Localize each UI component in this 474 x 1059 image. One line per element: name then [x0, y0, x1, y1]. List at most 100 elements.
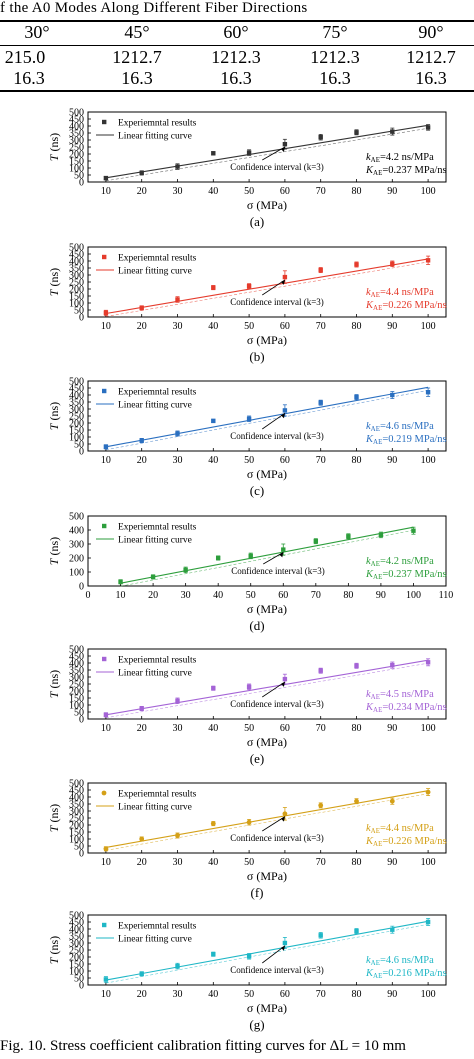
x-tick-label: 60 [280, 455, 290, 466]
confidence-line [105, 261, 429, 317]
y-tick-label: 450 [69, 115, 84, 126]
data-point [425, 919, 431, 925]
data-point [390, 261, 395, 266]
k-coefficient: kAE=4.2 ns/MPa [366, 152, 434, 164]
table-cell: 16.3 [415, 68, 447, 88]
x-tick-label: 40 [208, 857, 218, 868]
data-point [139, 170, 144, 176]
data-point [211, 285, 216, 290]
x-tick-label: 20 [137, 321, 147, 332]
table-cell: 215.0 [4, 47, 46, 67]
panel-label: (g) [249, 1017, 264, 1032]
x-tick-label: 30 [173, 321, 183, 332]
y-tick-label: 0 [79, 849, 84, 860]
data-point [246, 819, 252, 825]
x-tick-label: 60 [280, 321, 290, 332]
x-tick-label: 40 [208, 321, 218, 332]
data-point [354, 798, 359, 804]
x-tick-label: 30 [173, 186, 183, 197]
y-tick-label: 250 [69, 814, 84, 825]
x-axis-label: σ (MPa) [247, 735, 287, 749]
k-coefficient: kAE=4.2 ns/MPa [366, 556, 434, 568]
x-axis-label: σ (MPa) [247, 1001, 287, 1015]
fit-line [105, 659, 429, 716]
y-tick-label: 50 [74, 974, 84, 985]
annotation-arrowhead [280, 413, 285, 419]
data-point [139, 305, 144, 311]
legend-entry: Experiemntal results [118, 656, 197, 666]
table-cell: 16.3 [319, 68, 351, 88]
panel-label: (c) [250, 483, 264, 498]
legend-entry: Linear fitting curve [118, 934, 192, 945]
data-point [425, 789, 431, 795]
data-point [390, 392, 395, 398]
data-point [318, 668, 323, 673]
y-tick-label: 200 [69, 150, 84, 161]
y-tick-label: 200 [69, 419, 84, 430]
data-point [354, 394, 359, 400]
y-tick-label: 300 [69, 540, 84, 551]
panel-label: (a) [250, 214, 264, 229]
x-tick-label: 70 [316, 723, 326, 734]
data-point [183, 567, 188, 573]
confidence-line [105, 128, 429, 182]
annotation-text: Confidence interval (k=3) [230, 965, 324, 975]
y-tick-label: 250 [69, 680, 84, 691]
x-tick-label: 90 [387, 186, 397, 197]
y-tick-label: 500 [69, 243, 84, 254]
y-tick-label: 200 [69, 687, 84, 698]
y-tick-label: 0 [79, 447, 84, 458]
x-axis-label: σ (MPa) [247, 198, 287, 212]
y-tick-label: 250 [69, 412, 84, 423]
x-tick-label: 60 [280, 989, 290, 1000]
y-tick-label: 300 [69, 405, 84, 416]
legend-marker [102, 922, 107, 928]
x-tick-label: 110 [439, 590, 454, 601]
data-point [346, 534, 351, 539]
x-tick-label: 90 [387, 455, 397, 466]
y-tick-label: 500 [69, 377, 84, 388]
data-point [175, 297, 180, 302]
K-coefficient: KAE=0.237 MPa/ns [365, 569, 447, 581]
K-coefficient: KAE=0.234 MPa/ns [365, 702, 447, 714]
data-point [281, 547, 286, 552]
x-axis-label: σ (MPa) [247, 869, 287, 883]
data-point [103, 175, 109, 181]
data-point [150, 574, 156, 580]
x-tick-label: 40 [208, 989, 218, 1000]
x-tick-label: 100 [421, 186, 436, 197]
annotation-text: Confidence interval (k=3) [230, 162, 324, 172]
data-point [139, 706, 144, 711]
y-tick-label: 0 [79, 582, 84, 593]
data-point [390, 129, 395, 134]
x-tick-label: 80 [352, 857, 362, 868]
x-tick-label: 40 [213, 590, 223, 601]
x-tick-label: 30 [173, 989, 183, 1000]
data-point [318, 400, 323, 405]
k-coefficient: kAE=4.6 ns/MPa [366, 421, 434, 433]
x-tick-label: 80 [352, 989, 362, 1000]
x-tick-label: 70 [316, 455, 326, 466]
annotation-arrow [262, 816, 286, 832]
legend-marker [102, 119, 107, 125]
data-point [390, 662, 395, 668]
x-tick-label: 10 [101, 455, 111, 466]
y-tick-label: 50 [74, 306, 84, 317]
panel-label: (e) [250, 751, 264, 766]
data-point [354, 663, 359, 668]
y-tick-label: 100 [69, 967, 84, 978]
data-point [282, 408, 288, 413]
x-tick-label: 50 [244, 321, 254, 332]
y-tick-label: 0 [79, 313, 84, 324]
k-coefficient: kAE=4.4 ns/MPa [366, 823, 434, 835]
data-point [248, 553, 253, 559]
data-point [246, 954, 252, 959]
data-point [318, 135, 323, 140]
y-tick-label: 250 [69, 143, 84, 154]
legend-entry: Experiemntal results [118, 523, 197, 533]
x-tick-label: 10 [101, 857, 111, 868]
x-tick-label: 100 [421, 321, 436, 332]
y-axis-label: T (ns) [47, 670, 61, 698]
data-point [425, 125, 431, 130]
